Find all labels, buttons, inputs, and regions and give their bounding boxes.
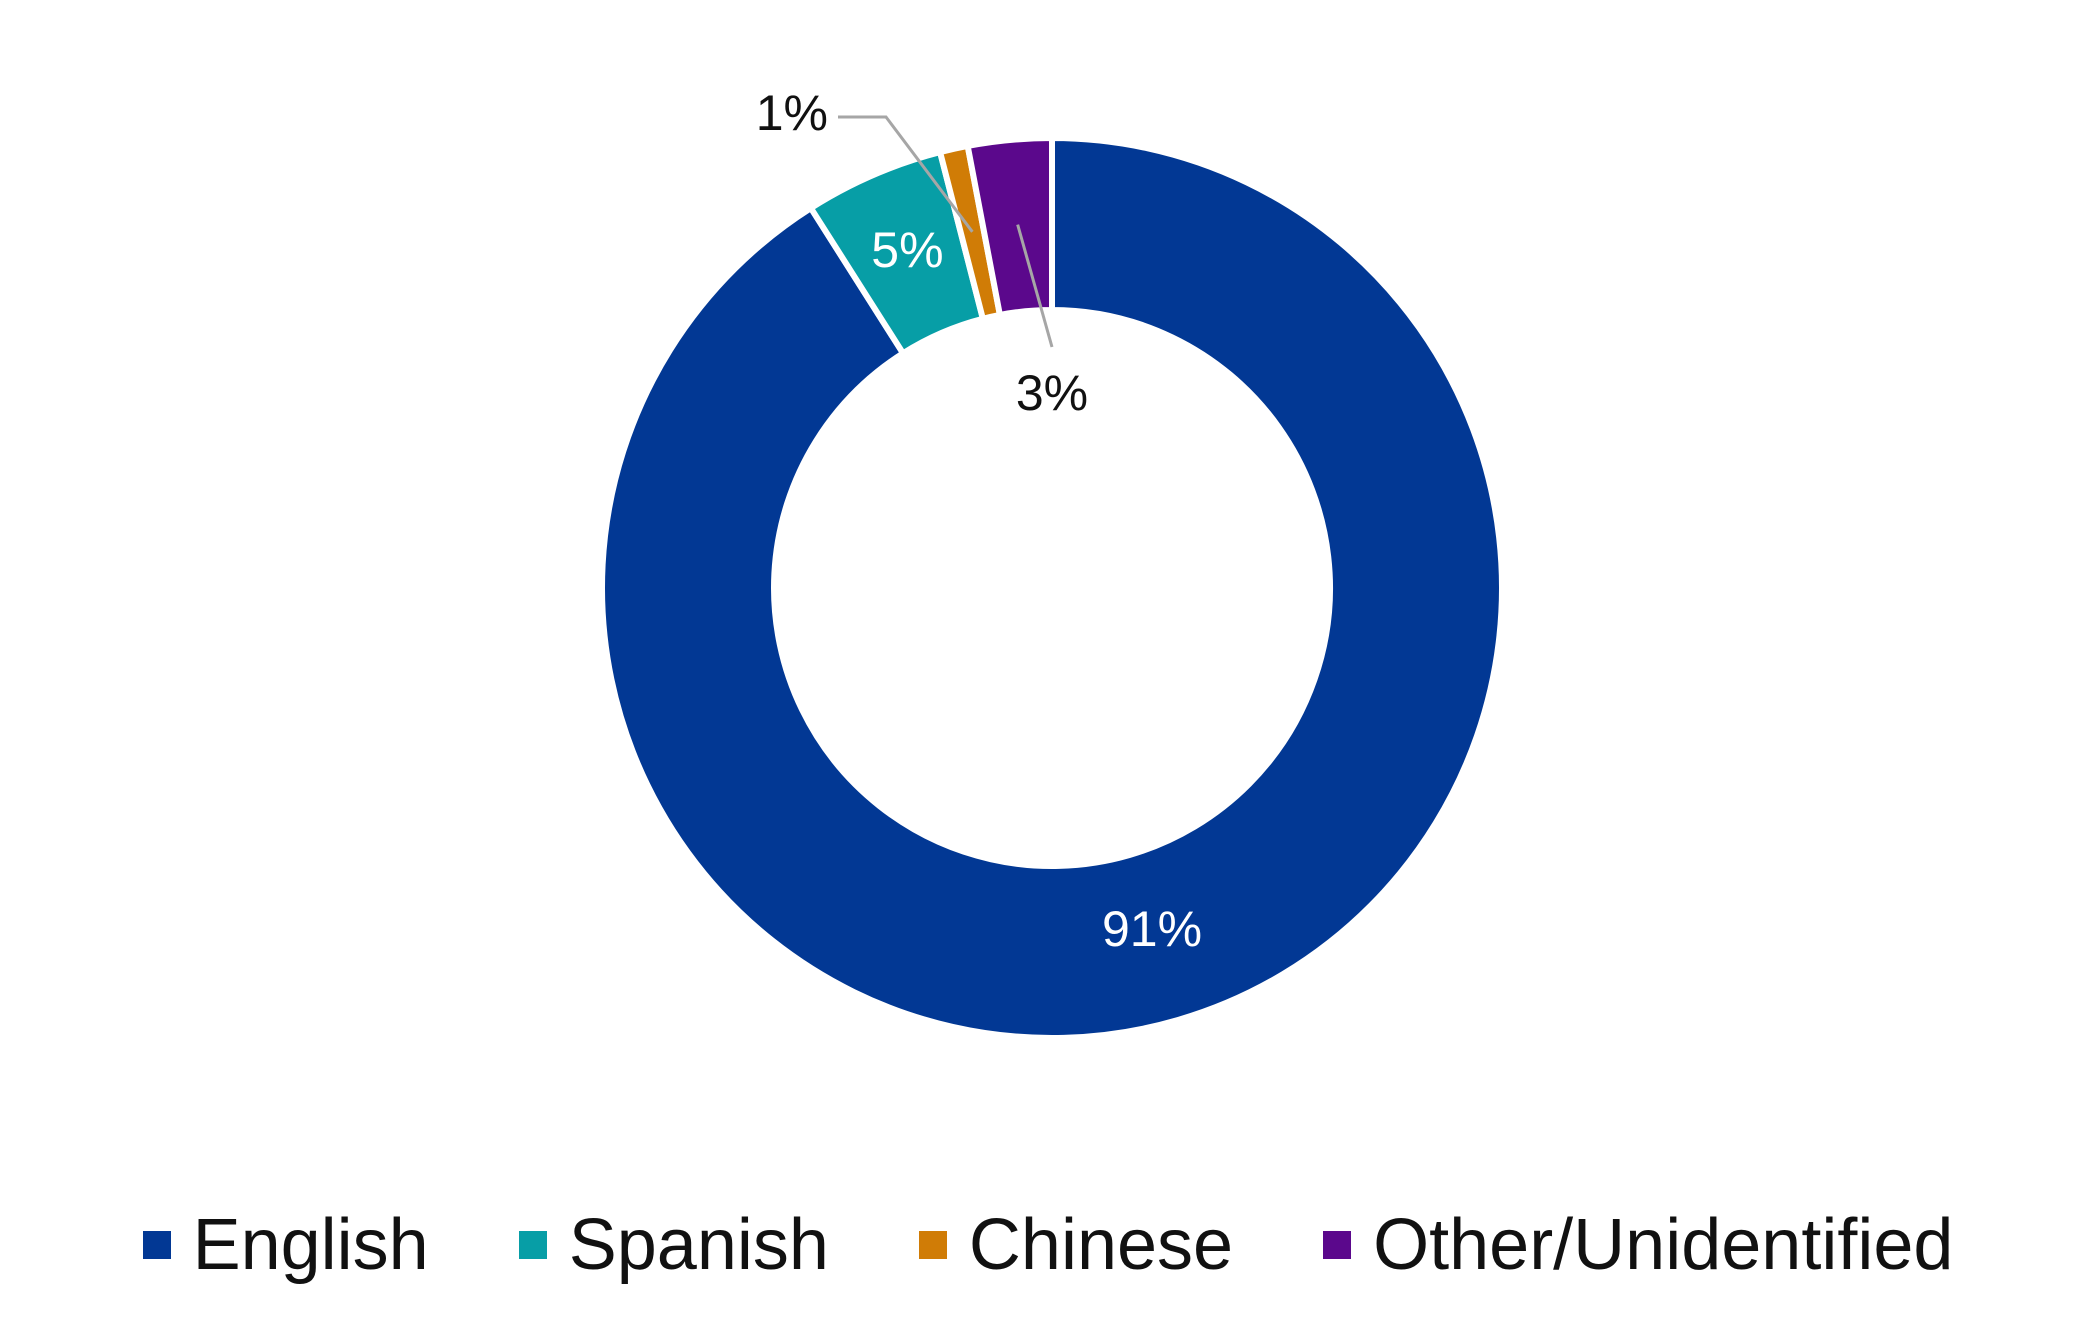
legend-label-chinese: Chinese: [968, 1205, 1234, 1285]
legend-swatch-chinese: [918, 1231, 947, 1259]
legend-item-english: English: [142, 1205, 429, 1285]
donut-chart-svg: 91% 5% 1% 3%: [599, 85, 1505, 1041]
leader-line-other-unidentified: [1016, 224, 1054, 348]
data-label-spanish: 5%: [871, 222, 943, 278]
legend-label-spanish: Spanish: [568, 1205, 829, 1285]
legend-item-other-unidentified: Other/Unidentified: [1323, 1209, 1953, 1281]
legend-label-english: English: [192, 1205, 429, 1285]
legend-swatch-other-unidentified: [1323, 1231, 1352, 1259]
leader-line-chinese: [838, 115, 974, 233]
legend-item-spanish: Spanish: [518, 1205, 829, 1285]
data-label-other-unidentified: 3%: [1016, 365, 1088, 421]
legend-label-other-unidentified: Other/Unidentified: [1373, 1205, 1954, 1285]
slice-english: [599, 134, 1505, 1041]
legend-item-chinese: Chinese: [918, 1205, 1234, 1285]
chart-legend: English Spanish Chinese Other/Unidentified: [0, 1195, 2096, 1295]
legend-swatch-spanish: [518, 1231, 547, 1259]
legend-swatch-english: [142, 1231, 171, 1259]
data-label-english: 91%: [1102, 901, 1202, 957]
data-label-chinese: 1%: [756, 85, 828, 141]
